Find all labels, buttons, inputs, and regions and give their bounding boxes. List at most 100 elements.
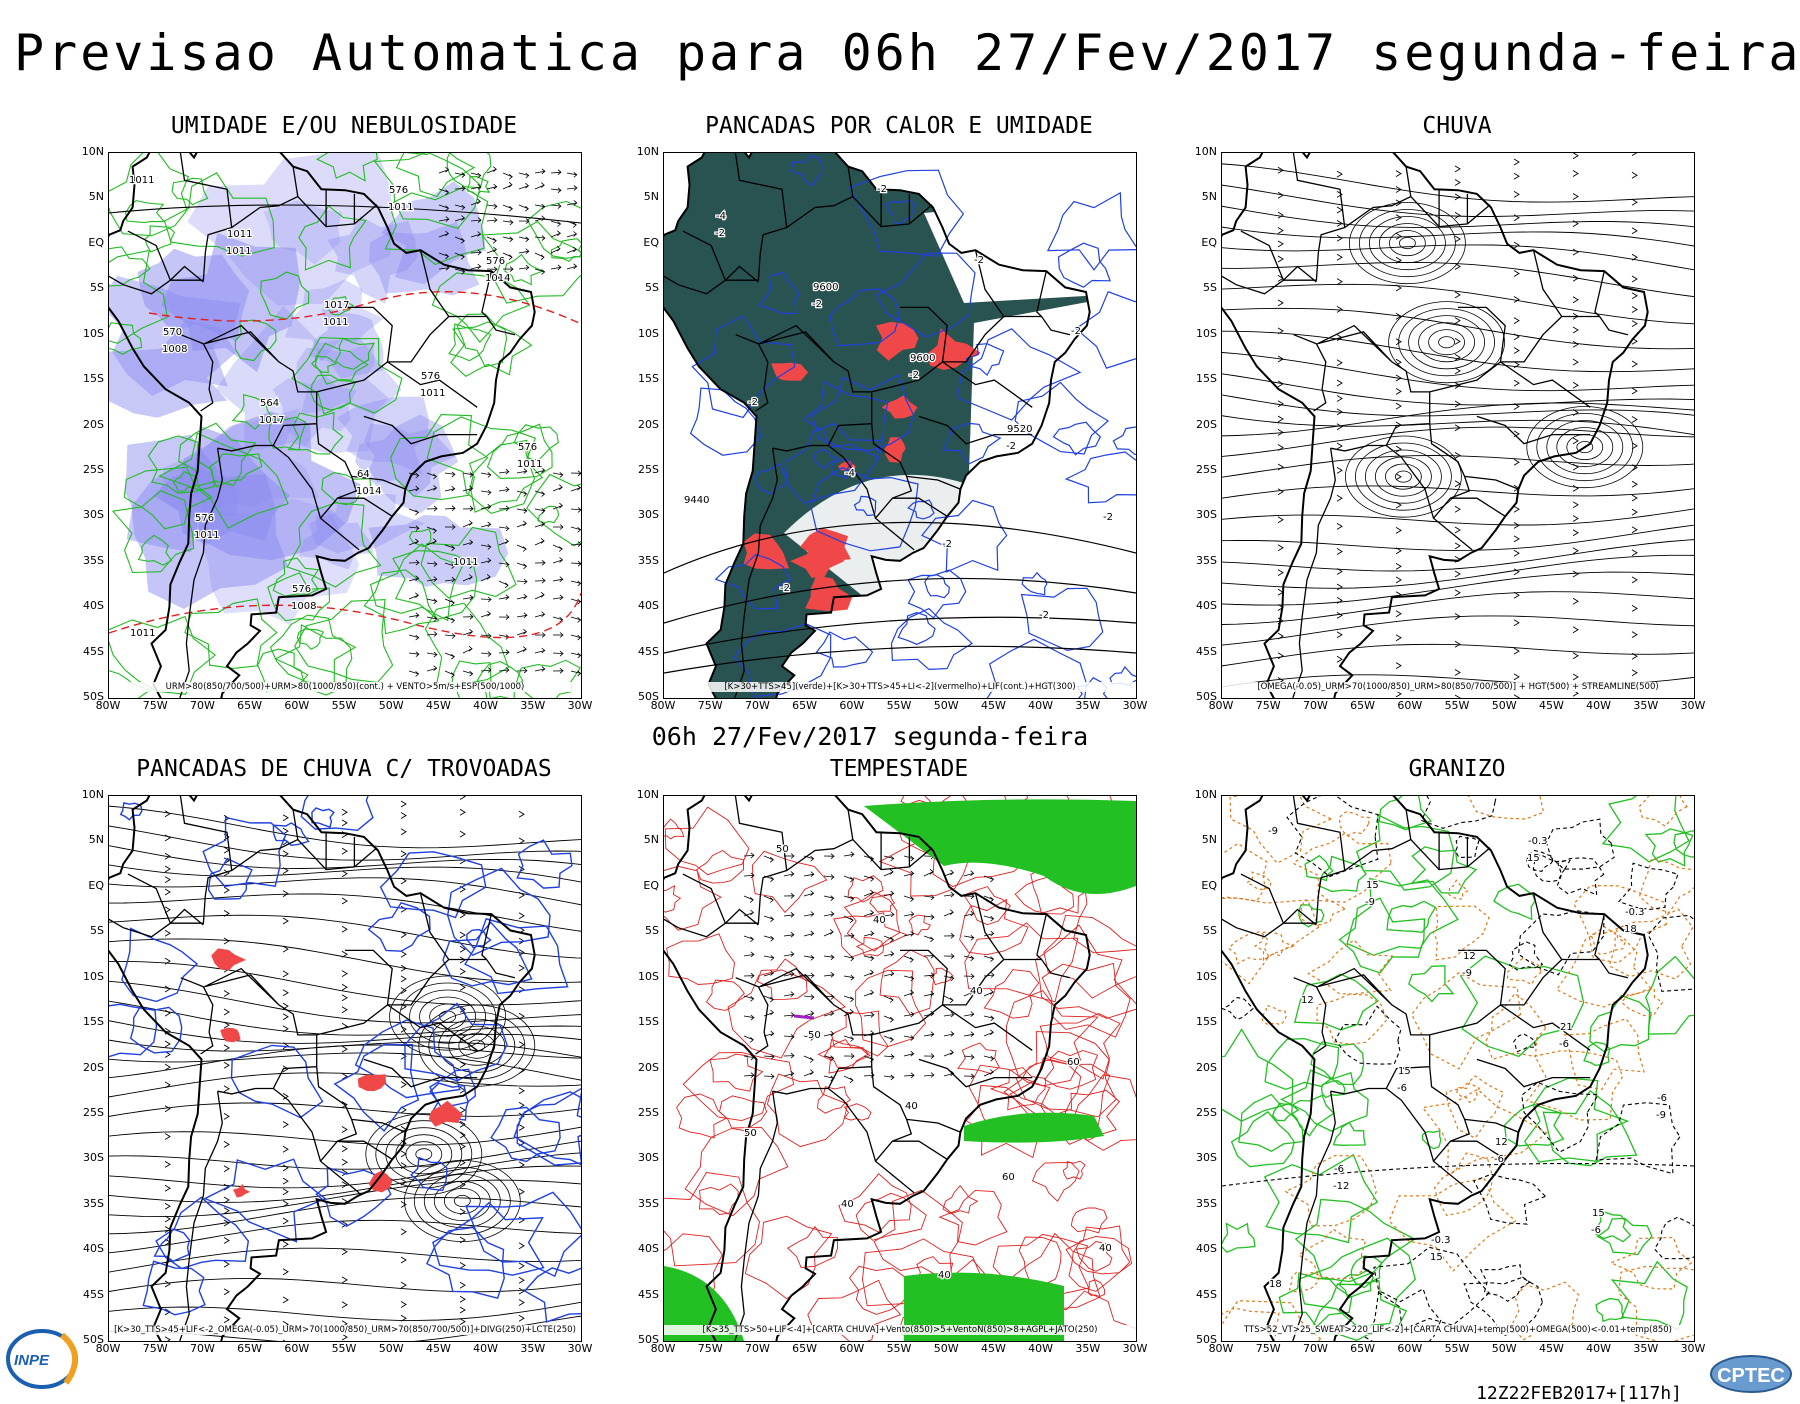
lon-tick-label: 70W (1295, 1342, 1335, 1355)
panel-title-umidade: UMIDADE E/OU NEBULOSIDADE (84, 113, 604, 139)
contour-label: -2 (877, 184, 887, 195)
model-run-label: 12Z22FEB2017+[117h] (1476, 1383, 1682, 1404)
contour-label: 576 (421, 371, 440, 382)
lat-tick-label: EQ (1177, 236, 1217, 249)
lat-tick-label: 5S (1177, 924, 1217, 937)
contour-label: 40 (905, 1101, 918, 1112)
main-title: Previsao Automatica para 06h 27/Fev/2017… (14, 18, 1794, 88)
lon-tick-label: 35W (1068, 699, 1108, 712)
lat-tick-label: 5N (64, 190, 104, 203)
lat-tick-label: 20S (1177, 418, 1217, 431)
lon-tick-label: 45W (418, 1342, 458, 1355)
contour-label: -12 (1333, 1181, 1349, 1192)
lat-tick-label: 15S (64, 372, 104, 385)
lon-tick-label: 30W (1115, 699, 1155, 712)
lat-tick-label: 35S (64, 1197, 104, 1210)
lon-tick-label: 60W (277, 1342, 317, 1355)
lon-tick-label: 80W (88, 1342, 128, 1355)
contour-label: 9520 (1007, 424, 1032, 435)
lon-tick-label: 30W (1673, 699, 1713, 712)
lat-tick-label: EQ (619, 879, 659, 892)
lon-tick-label: 30W (560, 1342, 600, 1355)
lon-tick-label: 75W (1248, 699, 1288, 712)
contour-label: 18 (1269, 1279, 1282, 1290)
map-graphic-pancadas-calor: -2-2-2-2-2-2-2-2-2-2-4-2-2-4960096009520… (664, 153, 1136, 698)
lon-tick-label: 75W (135, 699, 175, 712)
panel-title-granizo: GRANIZO (1197, 756, 1717, 782)
contour-label: 1014 (356, 486, 381, 497)
contour-label: 576 (389, 185, 408, 196)
lon-tick-label: 55W (879, 699, 919, 712)
lon-tick-label: 65W (785, 1342, 825, 1355)
lat-tick-label: 10S (619, 327, 659, 340)
lat-tick-label: 10S (64, 970, 104, 983)
lat-tick-label: 15S (1177, 1015, 1217, 1028)
contour-label: -9 (1365, 897, 1375, 908)
contour-label: -6 (1559, 1039, 1569, 1050)
contour-label: -4 (716, 211, 726, 222)
lat-tick-label: 40S (1177, 1242, 1217, 1255)
lat-tick-label: 5N (1177, 190, 1217, 203)
lon-tick-label: 80W (1201, 699, 1241, 712)
contour-label: 12 (1495, 1137, 1508, 1148)
lat-tick-label: 35S (619, 1197, 659, 1210)
lon-tick-label: 40W (1021, 699, 1061, 712)
lon-tick-label: 35W (513, 1342, 553, 1355)
contour-label: 50 (776, 844, 789, 855)
cptec-logo: CPTEC (1708, 1352, 1794, 1396)
lon-tick-label: 50W (1484, 1342, 1524, 1355)
lon-tick-label: 40W (466, 699, 506, 712)
lat-tick-label: 35S (1177, 1197, 1217, 1210)
contour-label: 576 (486, 256, 505, 267)
contour-label: 21 (1560, 1022, 1573, 1033)
lat-tick-label: 10S (64, 327, 104, 340)
lat-tick-label: 10N (1177, 788, 1217, 801)
map-graphic-chuva (1222, 153, 1694, 698)
lon-tick-label: 45W (973, 1342, 1013, 1355)
contour-label: 18 (1624, 924, 1637, 935)
lon-tick-label: 35W (1068, 1342, 1108, 1355)
lon-tick-label: 70W (182, 699, 222, 712)
lon-tick-label: 80W (643, 699, 683, 712)
lon-tick-label: 70W (182, 1342, 222, 1355)
lat-tick-label: 35S (64, 554, 104, 567)
lat-tick-label: 30S (64, 508, 104, 521)
forecast-time-title: 06h 27/Fev/2017 segunda-feira (560, 722, 1180, 751)
map-graphic-umidade: 1011101110111011101110111008101110141008… (109, 153, 581, 698)
map-graphic-trovoadas (109, 796, 581, 1341)
lat-tick-label: 5S (619, 281, 659, 294)
panel-title-chuva: CHUVA (1197, 113, 1717, 139)
lon-tick-label: 30W (560, 699, 600, 712)
lat-tick-label: 30S (619, 1151, 659, 1164)
contour-label: 15 (1430, 1252, 1443, 1263)
contour-label: 1017 (259, 415, 284, 426)
contour-label: -2 (812, 299, 822, 310)
lat-tick-label: 45S (1177, 645, 1217, 658)
lon-tick-label: 55W (1437, 1342, 1477, 1355)
contour-label: 50 (808, 1030, 821, 1041)
contour-label: 1011 (388, 202, 413, 213)
lat-tick-label: 20S (64, 1061, 104, 1074)
map-panel-trovoadas: [K>30_TTS>45+LIF<-2_OMEGA(-0.05)_URM>70(… (108, 795, 582, 1342)
lat-tick-label: 10N (64, 145, 104, 158)
lon-tick-label: 60W (832, 1342, 872, 1355)
lat-tick-label: EQ (619, 236, 659, 249)
lat-tick-label: 10S (619, 970, 659, 983)
lon-tick-label: 75W (690, 699, 730, 712)
contour-label: 40 (873, 915, 886, 926)
lon-tick-label: 65W (230, 699, 270, 712)
lon-tick-label: 80W (643, 1342, 683, 1355)
lat-tick-label: 10S (1177, 970, 1217, 983)
lon-tick-label: 40W (1579, 699, 1619, 712)
lon-tick-label: 60W (277, 699, 317, 712)
lon-tick-label: 45W (418, 699, 458, 712)
contour-label: 15 (1398, 1066, 1411, 1077)
lat-tick-label: 20S (619, 1061, 659, 1074)
lat-tick-label: 40S (1177, 599, 1217, 612)
contour-label: -6 (1334, 1164, 1344, 1175)
contour-label: 1011 (129, 175, 154, 186)
lat-tick-label: EQ (64, 879, 104, 892)
lon-tick-label: 30W (1673, 1342, 1713, 1355)
